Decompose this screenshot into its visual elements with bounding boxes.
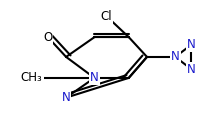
Text: N: N [61,91,70,104]
Text: N: N [186,63,195,76]
Text: CH₃: CH₃ [21,71,42,84]
Text: N: N [90,71,98,84]
Text: N: N [186,38,195,51]
Text: N: N [170,50,179,63]
Text: O: O [43,31,52,44]
Text: Cl: Cl [100,10,112,23]
